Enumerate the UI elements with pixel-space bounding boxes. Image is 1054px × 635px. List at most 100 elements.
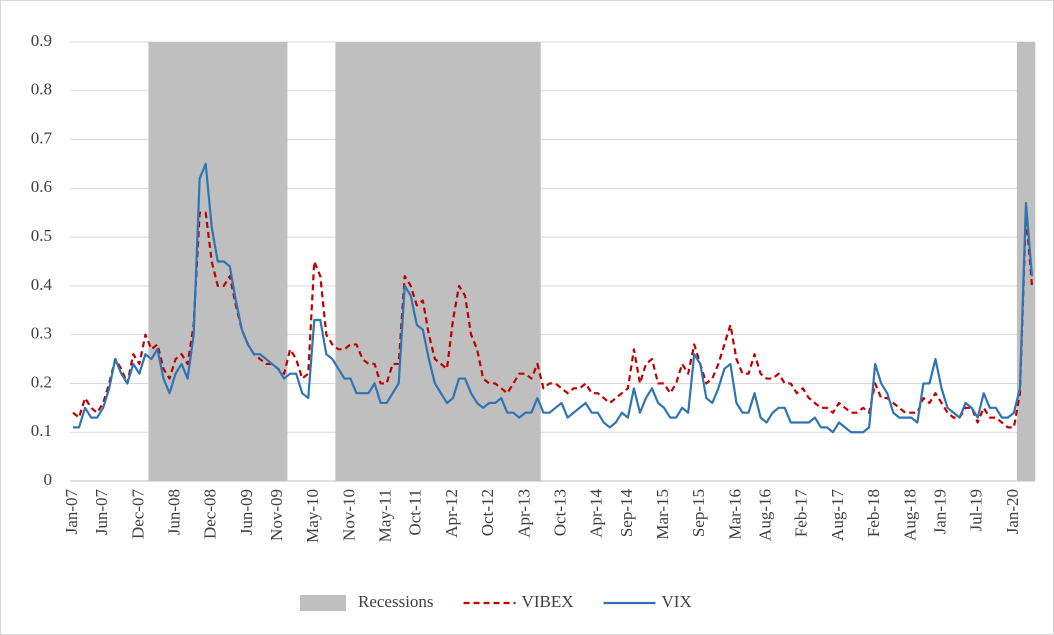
recession-band [522,42,529,481]
recession-band [1028,42,1036,481]
recession-band [425,42,433,481]
recession-band [226,42,234,481]
x-tick-label: Sep-14 [617,489,636,538]
x-tick-label: Jul-19 [967,489,986,532]
recession-band [462,42,469,481]
y-tick-label: 0.9 [31,31,52,50]
recession-band [166,42,173,481]
x-tick-label: Jun-09 [237,489,256,535]
x-tick-label: Nov-09 [267,489,286,541]
legend-label: Recessions [358,592,434,611]
recession-band [335,42,342,481]
recession-band [498,42,505,481]
recession-band [480,42,487,481]
recession-band [281,42,288,481]
recession-band [474,42,481,481]
recession-band [202,42,210,481]
recession-band [154,42,161,481]
y-tick-label: 0.4 [31,275,53,294]
recession-band [347,42,354,481]
recession-band [456,42,463,481]
x-tick-label: Aug-17 [828,489,847,541]
recession-band [419,42,427,481]
recession-band [172,42,179,481]
x-tick-label: Jan-07 [62,489,81,535]
x-tick-label: Sep-15 [689,489,708,537]
y-tick-label: 0.2 [31,372,52,391]
recession-band [443,42,451,481]
x-tick-label: Feb-17 [792,489,811,538]
x-tick-label: May-11 [376,489,395,542]
legend-swatch [300,595,346,611]
series-line [73,162,1034,434]
recession-band [468,42,475,481]
recession-band [244,42,252,481]
y-tick-label: 0.5 [31,226,52,245]
x-tick-label: Jan-19 [930,489,949,534]
x-tick-label: Oct-11 [406,489,425,536]
recession-band [504,42,511,481]
x-tick-label: Aug-18 [900,489,919,541]
recession-band [431,42,439,481]
recession-band [389,42,396,481]
recession-band [407,42,415,481]
recession-band [377,42,384,481]
x-tick-label: Apr-14 [587,489,606,538]
legend-label: VIBEX [522,592,574,611]
x-tick-label: Mar-16 [725,489,744,540]
recession-band [208,42,216,481]
recession-band [148,42,155,481]
recession-band [365,42,372,481]
x-tick-label: Dec-07 [128,489,147,540]
recession-band [160,42,167,481]
x-tick-label: Oct-13 [550,489,569,536]
y-tick-label: 0 [44,470,53,489]
recession-band [178,42,185,481]
recession-band [528,42,535,481]
x-tick-label: Oct-12 [478,489,497,536]
x-tick-label: May-10 [303,489,322,543]
x-tick-label: Jun-07 [92,489,111,536]
recession-band [492,42,499,481]
recession-band [534,42,541,481]
recession-band [413,42,421,481]
recession-band [353,42,360,481]
x-tick-label: Feb-18 [864,489,883,537]
y-tick-label: 0.8 [31,80,52,99]
legend-label: VIX [662,592,692,611]
x-tick-label: Jun-08 [164,489,183,535]
recession-band [510,42,517,481]
recession-band [341,42,348,481]
x-tick-label: Apr-13 [514,489,533,538]
recession-band [232,42,240,481]
recession-band [275,42,282,481]
recession-band [250,42,258,481]
y-tick-label: 0.3 [31,324,52,343]
y-tick-label: 0.6 [31,177,52,196]
x-tick-label: Dec-08 [201,489,220,539]
y-tick-label: 0.1 [31,421,52,440]
recession-band [359,42,366,481]
recession-band [1022,42,1030,481]
recession-band [516,42,523,481]
recession-band [1016,42,1024,481]
recession-band [395,42,403,481]
recession-band [269,42,276,481]
recession-band [256,42,264,481]
recession-band [238,42,246,481]
recession-band [437,42,445,481]
recession-band [196,42,203,481]
y-tick-label: 0.7 [31,128,53,147]
x-tick-label: Mar-15 [653,489,672,540]
x-tick-label: Aug-16 [756,489,775,541]
x-tick-label: Apr-12 [442,489,461,538]
recession-band [449,42,457,481]
x-tick-label: Nov-10 [339,489,358,541]
recession-band [383,42,390,481]
x-tick-label: Jan-20 [1003,489,1022,534]
recession-band [371,42,378,481]
recession-band [263,42,270,481]
recession-band [190,42,197,481]
